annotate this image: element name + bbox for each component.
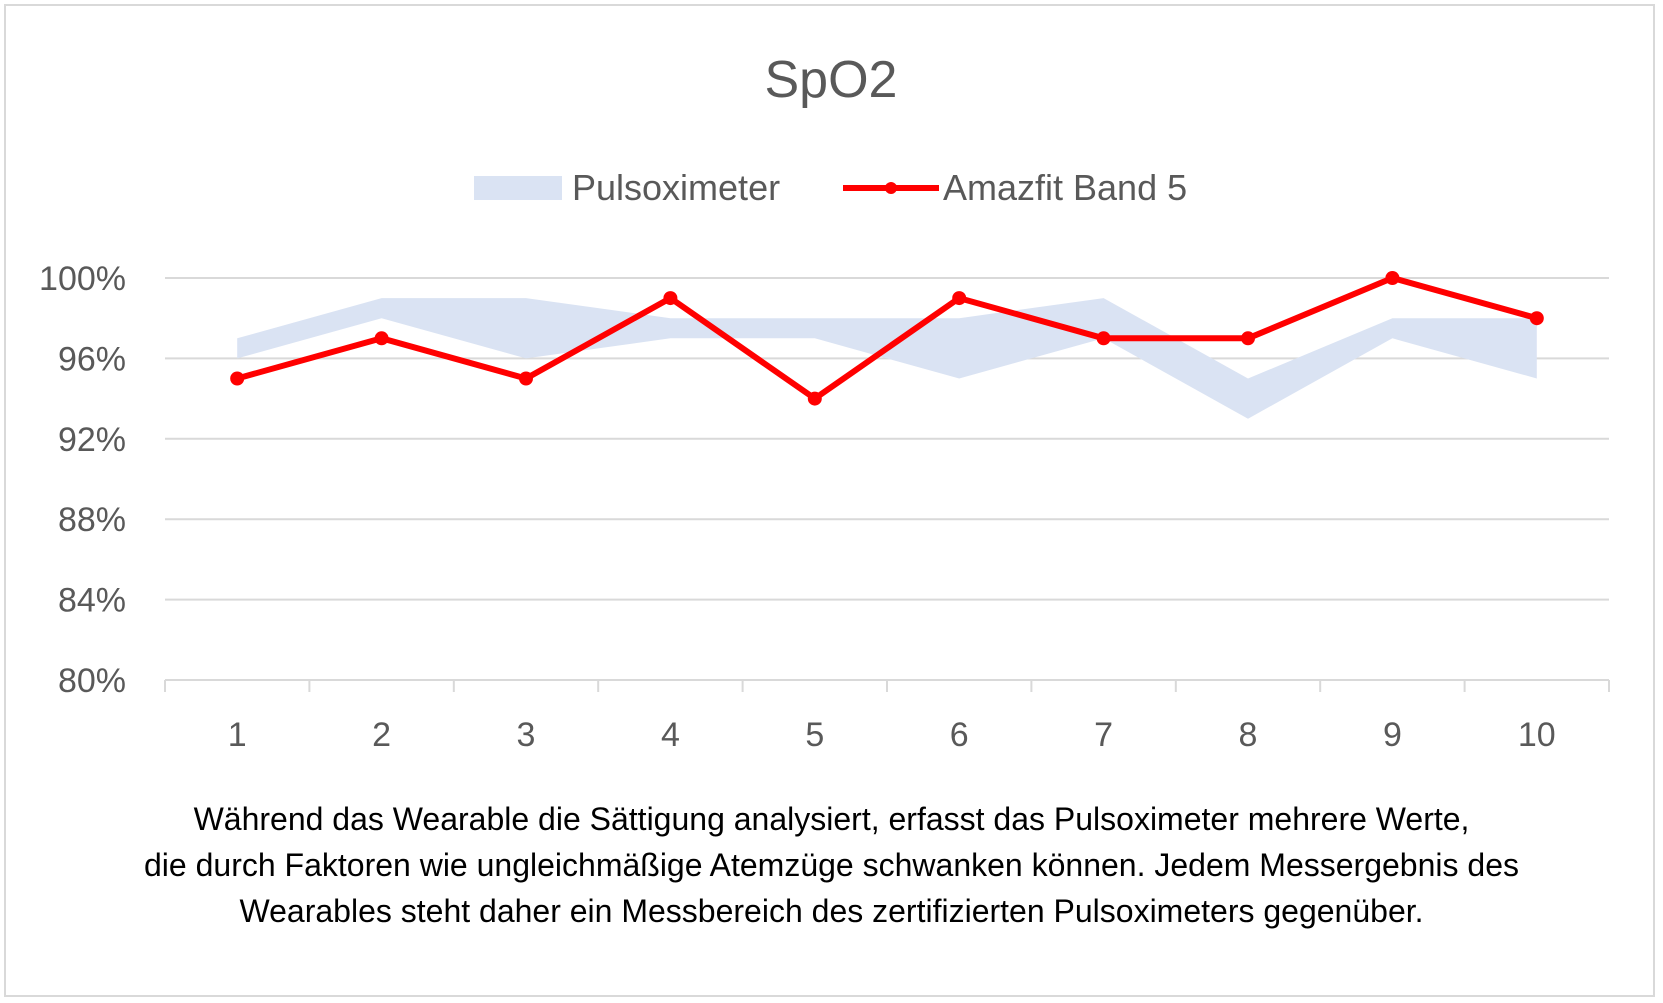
legend-swatch-pulsoximeter <box>474 176 562 200</box>
x-axis: 1 2 3 4 5 6 7 8 9 10 <box>164 679 1610 754</box>
x-tick-label: 5 <box>805 716 824 754</box>
y-tick-label: 84% <box>58 582 126 620</box>
legend-label-amazfit: Amazfit Band 5 <box>943 167 1187 208</box>
amazfit-point <box>1385 271 1400 285</box>
x-tick-label: 3 <box>517 716 536 754</box>
x-tick-label: 6 <box>950 716 969 754</box>
amazfit-point <box>230 371 245 386</box>
gridlines <box>165 277 1609 601</box>
x-tick-label: 9 <box>1383 716 1402 754</box>
chart-frame <box>4 4 1655 997</box>
y-tick-label: 88% <box>58 501 126 539</box>
y-tick-label: 96% <box>58 340 126 378</box>
amazfit-point <box>807 391 822 406</box>
x-tick-label: 7 <box>1094 716 1113 754</box>
amazfit-point <box>519 371 533 386</box>
legend-label-pulsoximeter: Pulsoximeter <box>572 167 780 208</box>
amazfit-line <box>236 275 1538 402</box>
caption-line: Während das Wearable die Sättigung analy… <box>193 801 1470 837</box>
amazfit-point <box>952 291 967 306</box>
caption: Während das Wearable die Sättigung analy… <box>60 796 1603 934</box>
x-tick-label: 8 <box>1239 716 1258 754</box>
amazfit-series <box>230 271 1544 406</box>
y-tick-label: 80% <box>58 662 126 700</box>
amazfit-point <box>663 291 678 306</box>
y-axis-ticks: 80% 84% 88% 92% 96% 100% <box>39 260 126 700</box>
amazfit-point <box>1529 311 1544 326</box>
caption-line: die durch Faktoren wie ungleichmäßige At… <box>144 847 1519 883</box>
y-tick-label: 100% <box>39 260 126 298</box>
amazfit-point <box>374 331 389 346</box>
legend-swatch-amazfit-marker <box>885 182 897 194</box>
x-tick-label: 10 <box>1518 716 1556 754</box>
y-tick-label: 92% <box>58 421 126 459</box>
chart-title: SpO2 <box>765 51 898 109</box>
amazfit-point <box>1241 331 1255 346</box>
x-tick-label: 1 <box>228 716 247 754</box>
pulsoximeter-range-area <box>237 298 1537 419</box>
x-tick-label: 4 <box>661 716 680 754</box>
x-tick-label: 2 <box>372 716 391 754</box>
legend: Pulsoximeter Amazfit Band 5 <box>474 167 1187 208</box>
pulsoximeter-range <box>237 298 1537 419</box>
amazfit-point <box>1096 331 1111 346</box>
caption-line: Wearables steht daher ein Messbereich de… <box>239 893 1424 929</box>
